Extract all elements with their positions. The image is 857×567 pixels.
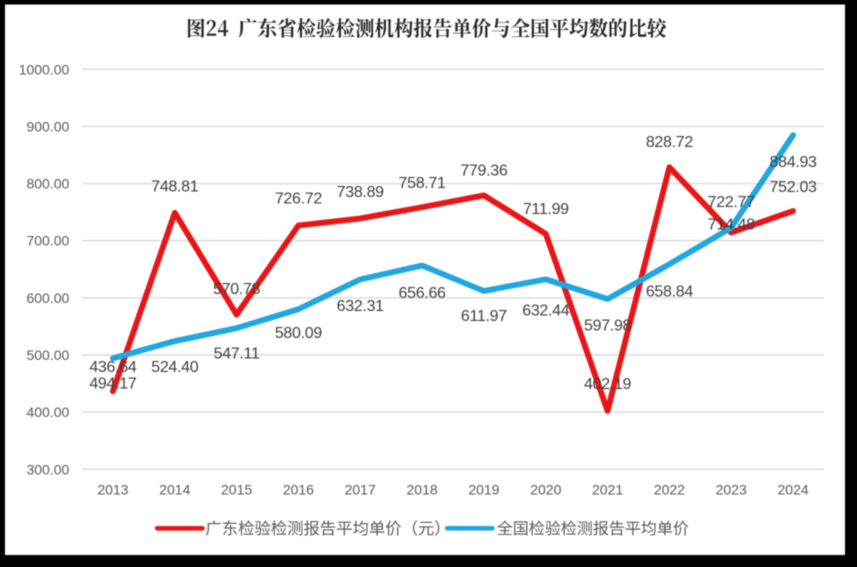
svg-text:402.19: 402.19 — [584, 376, 632, 393]
svg-text:2021: 2021 — [592, 482, 623, 498]
svg-text:884.93: 884.93 — [770, 154, 818, 171]
svg-text:2017: 2017 — [345, 482, 376, 498]
svg-text:779.36: 779.36 — [460, 162, 508, 179]
svg-text:2024: 2024 — [778, 482, 809, 498]
svg-text:711.99: 711.99 — [523, 201, 569, 218]
svg-text:722.77: 722.77 — [708, 194, 756, 211]
svg-text:800.00: 800.00 — [26, 176, 69, 192]
svg-text:500.00: 500.00 — [26, 347, 69, 363]
svg-text:2013: 2013 — [97, 482, 128, 498]
svg-text:726.72: 726.72 — [275, 191, 323, 208]
svg-text:748.81: 748.81 — [151, 179, 199, 196]
svg-text:494.17: 494.17 — [89, 376, 137, 393]
svg-text:2018: 2018 — [407, 482, 438, 498]
svg-text:2023: 2023 — [716, 482, 747, 498]
svg-text:632.44: 632.44 — [522, 303, 570, 320]
svg-text:2022: 2022 — [654, 482, 685, 498]
svg-text:658.84: 658.84 — [646, 283, 694, 300]
svg-text:400.00: 400.00 — [26, 404, 69, 420]
svg-text:656.66: 656.66 — [399, 285, 447, 302]
svg-text:738.89: 738.89 — [337, 184, 385, 201]
svg-text:524.40: 524.40 — [151, 359, 199, 376]
svg-text:758.71: 758.71 — [399, 175, 447, 192]
svg-text:714.48: 714.48 — [708, 216, 756, 233]
svg-text:611.97: 611.97 — [461, 308, 507, 325]
svg-text:300.00: 300.00 — [26, 461, 69, 477]
svg-text:752.03: 752.03 — [770, 179, 818, 196]
svg-text:828.72: 828.72 — [646, 134, 694, 151]
svg-text:900.00: 900.00 — [26, 118, 69, 134]
svg-text:580.09: 580.09 — [275, 325, 323, 342]
svg-text:436.64: 436.64 — [89, 359, 137, 376]
svg-text:700.00: 700.00 — [26, 233, 69, 249]
svg-text:2016: 2016 — [283, 482, 314, 498]
svg-text:570.78: 570.78 — [213, 281, 261, 298]
svg-text:597.98: 597.98 — [584, 318, 632, 335]
svg-text:632.31: 632.31 — [337, 298, 385, 315]
svg-text:2014: 2014 — [159, 482, 190, 498]
svg-text:547.11: 547.11 — [214, 346, 260, 363]
svg-text:1000.00: 1000.00 — [19, 61, 70, 77]
svg-text:2019: 2019 — [468, 482, 499, 498]
svg-text:600.00: 600.00 — [26, 290, 69, 306]
svg-text:2020: 2020 — [530, 482, 561, 498]
svg-text:2015: 2015 — [221, 482, 252, 498]
